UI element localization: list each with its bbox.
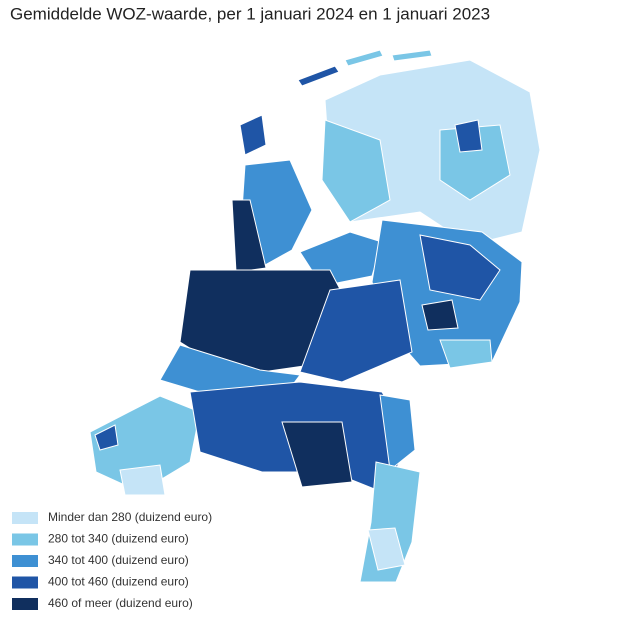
map xyxy=(89,49,541,583)
region xyxy=(299,279,413,383)
region xyxy=(297,65,340,87)
region xyxy=(89,395,201,493)
legend-swatch xyxy=(12,512,38,524)
region xyxy=(321,119,391,223)
region xyxy=(94,424,119,451)
legend-label: Minder dan 280 (duizend euro) xyxy=(48,510,212,524)
region xyxy=(367,527,406,571)
region xyxy=(454,119,483,153)
region xyxy=(439,339,493,369)
legend-swatch xyxy=(12,598,38,610)
region xyxy=(391,49,433,62)
legend-swatch xyxy=(12,576,38,589)
region xyxy=(421,299,459,331)
region xyxy=(281,421,353,488)
legend-swatch xyxy=(12,555,38,567)
region xyxy=(419,234,501,301)
title: Gemiddelde WOZ-waarde, per 1 januari 202… xyxy=(10,4,490,23)
legend-label: 400 tot 460 (duizend euro) xyxy=(48,575,189,589)
region xyxy=(344,49,384,67)
legend-swatch xyxy=(12,533,38,546)
region xyxy=(231,199,267,273)
legend-label: 460 of meer (duizend euro) xyxy=(48,596,193,610)
region xyxy=(439,124,511,201)
region xyxy=(379,394,416,471)
legend-label: 340 tot 400 (duizend euro) xyxy=(48,553,189,567)
region xyxy=(239,114,267,156)
legend: Minder dan 280 (duizend euro) 280 tot 340… xyxy=(12,510,212,610)
region xyxy=(119,464,166,496)
legend-label: 280 tot 340 (duizend euro) xyxy=(48,532,189,546)
